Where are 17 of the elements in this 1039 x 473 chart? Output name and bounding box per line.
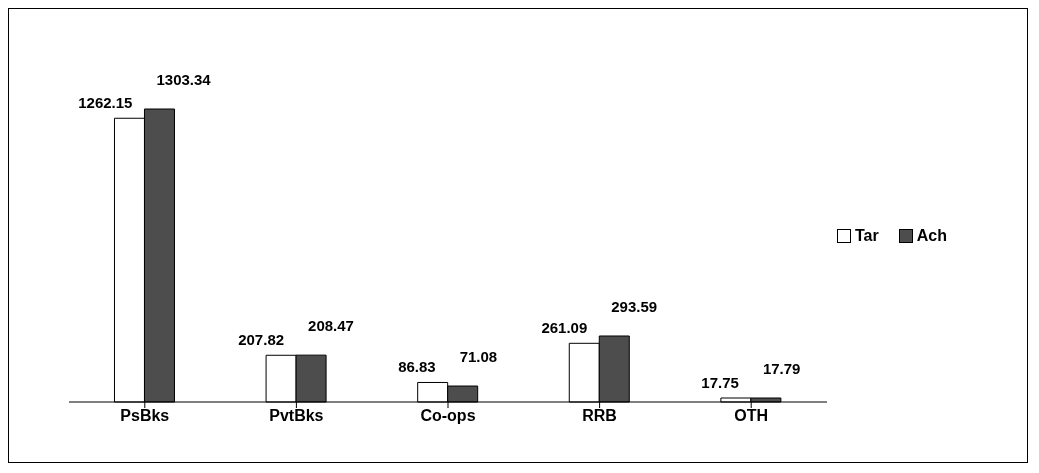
legend-label: Ach: [916, 226, 947, 245]
x-tick-label: PsBks: [120, 407, 170, 425]
data-label: 261.09: [541, 319, 588, 337]
legend-label: Tar: [855, 226, 879, 245]
data-label: 17.75: [701, 374, 739, 392]
data-label: 208.47: [308, 317, 354, 335]
data-label: 86.83: [398, 358, 436, 376]
x-tick-label: PvtBks: [269, 407, 324, 425]
data-label: 1262.15: [78, 94, 133, 112]
data-label: 71.08: [459, 348, 498, 366]
data-label: 293.59: [611, 298, 658, 315]
data-label: 17.79: [762, 360, 801, 377]
data-label: 207.82: [238, 331, 285, 349]
x-tick-label: Co-ops: [420, 407, 476, 425]
x-tick-label: RRB: [582, 407, 617, 425]
data-label: 1303.34: [156, 71, 212, 88]
x-tick-label: OTH: [734, 407, 769, 425]
